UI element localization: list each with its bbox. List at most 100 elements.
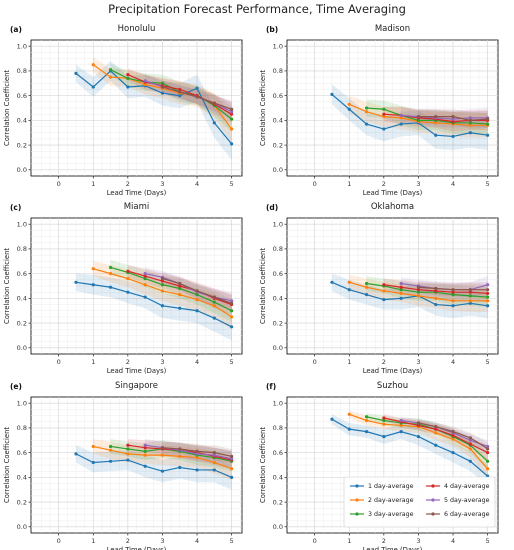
data-point xyxy=(178,286,182,291)
data-point xyxy=(126,269,130,273)
data-point xyxy=(230,142,234,146)
data-point xyxy=(230,117,234,121)
data-point xyxy=(74,452,78,456)
data-point xyxy=(399,113,403,118)
data-point xyxy=(468,294,472,298)
y-tick-label: 0.4 xyxy=(273,117,283,125)
y-axis-label: Correlation Coefficient xyxy=(3,427,11,503)
panel-label: (e) xyxy=(10,382,22,391)
panel-title: Singapore xyxy=(115,381,158,391)
data-point xyxy=(108,265,113,270)
data-point xyxy=(399,418,403,423)
data-point xyxy=(451,293,455,297)
x-tick-label: 0 xyxy=(57,537,61,545)
x-tick-label: 2 xyxy=(126,180,130,188)
data-point xyxy=(126,276,130,281)
data-point xyxy=(143,449,147,453)
x-tick-label: 5 xyxy=(230,180,234,188)
data-point xyxy=(160,446,165,450)
data-point xyxy=(330,92,334,96)
panel-f: 0 1 2 3 4 5 0.0 0.2 0.4 0.6 0.8 1.0 Suzhou (f) Lead Ti… xyxy=(259,381,499,550)
data-point xyxy=(143,272,147,276)
data-point xyxy=(160,279,165,283)
data-point xyxy=(178,306,182,310)
data-point xyxy=(108,75,113,79)
x-tick-label: 3 xyxy=(160,180,164,188)
data-point xyxy=(108,272,113,276)
data-point xyxy=(451,117,455,121)
y-tick-label: 0.8 xyxy=(17,67,27,75)
data-point xyxy=(178,454,182,458)
panel-title: Oklahoma xyxy=(371,202,414,212)
x-tick-label: 0 xyxy=(313,180,317,188)
confidence-band xyxy=(366,413,488,470)
data-point xyxy=(486,291,490,296)
data-point xyxy=(347,280,351,284)
data-point xyxy=(347,102,351,106)
data-point xyxy=(364,418,369,423)
data-point xyxy=(382,434,386,439)
data-point xyxy=(230,457,234,461)
data-point xyxy=(451,290,455,294)
x-tick-label: 4 xyxy=(195,180,199,188)
data-point xyxy=(434,121,438,125)
data-point xyxy=(399,285,403,289)
data-point xyxy=(74,71,78,75)
data-point xyxy=(434,133,438,137)
panel-title: Honolulu xyxy=(118,24,156,34)
x-tick-label: 5 xyxy=(486,358,490,366)
data-point xyxy=(382,289,386,293)
data-point xyxy=(364,430,369,434)
data-point xyxy=(382,112,386,116)
y-tick-label: 0.2 xyxy=(17,498,27,506)
data-point xyxy=(347,288,351,292)
data-point xyxy=(382,107,386,111)
data-point xyxy=(468,436,472,440)
y-tick-label: 0.8 xyxy=(273,245,283,253)
data-point xyxy=(212,121,216,125)
x-axis-label: Lead Time (Days) xyxy=(107,367,167,375)
data-point xyxy=(451,437,455,441)
data-point xyxy=(160,283,165,287)
x-axis-label: Lead Time (Days) xyxy=(363,189,423,197)
data-point xyxy=(468,116,472,120)
data-point xyxy=(451,451,455,455)
data-point xyxy=(416,290,421,294)
x-tick-label: 4 xyxy=(451,180,455,188)
data-point xyxy=(486,304,490,308)
data-point xyxy=(434,427,438,431)
series-line xyxy=(331,93,488,138)
y-tick-label: 1.0 xyxy=(17,399,27,407)
x-tick-label: 0 xyxy=(313,358,317,366)
data-point xyxy=(486,133,490,137)
panel-label: (b) xyxy=(266,25,278,34)
data-point xyxy=(451,120,455,124)
data-point xyxy=(486,467,490,471)
data-point xyxy=(434,443,438,447)
data-point xyxy=(399,116,403,120)
data-point xyxy=(382,283,386,287)
data-point xyxy=(230,107,234,111)
x-tick-label: 4 xyxy=(195,537,199,545)
data-point xyxy=(143,82,147,87)
data-point xyxy=(160,85,165,89)
data-point xyxy=(143,464,147,468)
data-point xyxy=(212,300,216,304)
data-point xyxy=(434,302,438,307)
x-tick-label: 3 xyxy=(416,537,420,545)
y-tick-label: 0.0 xyxy=(273,166,283,174)
series-line xyxy=(75,453,232,478)
data-point xyxy=(143,79,147,83)
panel-a: 0 1 2 3 4 5 0.0 0.2 0.4 0.6 0.8 1.0 Honolulu (a) Lead … xyxy=(3,24,243,197)
data-point xyxy=(416,434,421,439)
data-point xyxy=(364,110,369,114)
data-point xyxy=(416,288,421,292)
x-tick-label: 1 xyxy=(347,537,351,545)
legend-marker xyxy=(355,512,359,516)
data-point xyxy=(143,283,147,287)
y-tick-label: 0.2 xyxy=(273,498,283,506)
data-point xyxy=(416,294,421,298)
data-point xyxy=(195,298,199,302)
data-point xyxy=(108,448,113,452)
